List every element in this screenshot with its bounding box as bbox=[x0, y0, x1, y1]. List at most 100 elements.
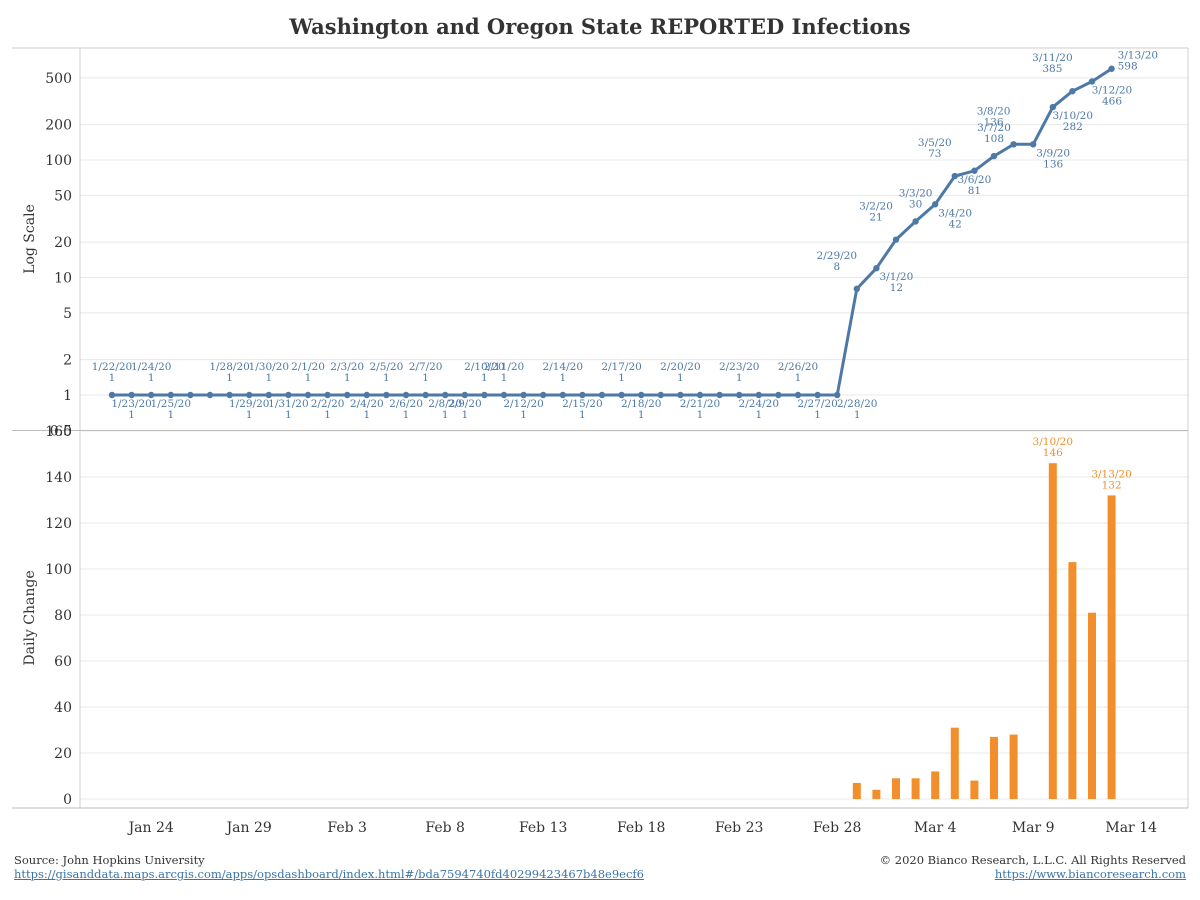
infections-point bbox=[755, 391, 762, 399]
daily-change-bar bbox=[872, 789, 881, 799]
bar-label-value: 132 bbox=[1102, 479, 1122, 491]
line-label-date: 3/13/20 bbox=[1118, 50, 1158, 62]
infections-point bbox=[1069, 88, 1076, 95]
line-label-date: 1/30/20 bbox=[249, 361, 289, 373]
line-label-date: 3/8/20 bbox=[977, 105, 1011, 117]
line-label-date: 1/23/20 bbox=[111, 398, 151, 410]
line-label-value: 108 bbox=[984, 133, 1004, 145]
line-label-value: 1 bbox=[442, 409, 449, 421]
line-label-value: 1 bbox=[285, 409, 292, 421]
chart-title: Washington and Oregon State REPORTED Inf… bbox=[289, 14, 911, 39]
line-label-value: 1 bbox=[755, 409, 762, 421]
infections-point bbox=[1088, 78, 1096, 85]
line-label-value: 1 bbox=[736, 372, 743, 384]
line-label-date: 2/2/20 bbox=[311, 398, 345, 410]
x-tick-label: Jan 24 bbox=[127, 820, 174, 836]
x-tick-label: Mar 14 bbox=[1105, 820, 1157, 836]
infections-line bbox=[112, 67, 1113, 397]
bar-y-tick-label: 20 bbox=[54, 746, 72, 762]
line-label-value: 1 bbox=[403, 409, 410, 421]
infections-point bbox=[677, 391, 684, 399]
x-tick-label: Feb 3 bbox=[327, 820, 367, 836]
daily-change-bar bbox=[911, 778, 920, 799]
infections-point bbox=[540, 391, 547, 399]
line-label-value: 1 bbox=[481, 372, 488, 384]
bar-y-tick-label: 160 bbox=[45, 424, 72, 440]
line-label-date: 2/21/20 bbox=[680, 398, 720, 410]
infections-point bbox=[148, 391, 155, 399]
infections-point bbox=[206, 391, 214, 399]
line-label-value: 1 bbox=[246, 409, 253, 421]
infections-point bbox=[520, 391, 527, 399]
line-label-value: 73 bbox=[928, 148, 941, 160]
infections-point bbox=[461, 391, 468, 399]
infections-point bbox=[481, 391, 488, 399]
line-label-value: 1 bbox=[344, 372, 351, 384]
line-label-value: 1 bbox=[383, 372, 390, 384]
line-label-value: 1 bbox=[226, 372, 233, 384]
daily-change-bar bbox=[1068, 562, 1077, 799]
line-label-value: 1 bbox=[148, 372, 155, 384]
log-y-axis-title: Log Scale bbox=[22, 204, 38, 274]
infections-point bbox=[736, 391, 743, 399]
infections-point bbox=[951, 172, 958, 180]
daily-change-bar bbox=[1009, 734, 1018, 799]
line-label-value: 1 bbox=[795, 372, 802, 384]
line-label-value: 1 bbox=[854, 409, 861, 421]
infections-point bbox=[638, 391, 645, 399]
line-label-date: 2/6/20 bbox=[389, 398, 423, 410]
line-label-date: 3/12/20 bbox=[1092, 84, 1132, 96]
line-label-date: 2/1/20 bbox=[291, 361, 325, 373]
line-label-date: 2/11/20 bbox=[484, 361, 524, 373]
infections-point bbox=[990, 152, 998, 160]
infections-point bbox=[128, 391, 135, 399]
line-label-date: 2/18/20 bbox=[621, 398, 661, 410]
line-label-date: 1/28/20 bbox=[209, 361, 249, 373]
infections-point bbox=[932, 201, 939, 208]
infections-point bbox=[324, 391, 331, 399]
bar-label-date: 3/10/20 bbox=[1033, 436, 1073, 448]
infections-point bbox=[657, 391, 664, 399]
bar-label-date: 3/13/20 bbox=[1091, 468, 1131, 480]
source-block: Source: John Hopkins University https://… bbox=[14, 853, 644, 881]
line-label-date: 2/29/20 bbox=[817, 250, 857, 262]
source-link[interactable]: https://gisanddata.maps.arcgis.com/apps/… bbox=[14, 867, 644, 881]
infections-point bbox=[971, 167, 978, 174]
line-label-value: 1 bbox=[363, 409, 370, 421]
infections-point bbox=[246, 391, 253, 399]
line-label-date: 3/4/20 bbox=[938, 207, 972, 219]
infections-point bbox=[1108, 65, 1115, 72]
bar-y-axis-title: Daily Change bbox=[22, 570, 38, 665]
daily-change-bar bbox=[970, 780, 979, 799]
log-y-tick-label: 100 bbox=[45, 153, 72, 169]
infections-point bbox=[775, 391, 782, 399]
log-y-tick-label: 5 bbox=[63, 306, 72, 322]
infections-point bbox=[167, 391, 174, 399]
daily-change-bar bbox=[950, 727, 959, 799]
line-label-value: 1 bbox=[618, 372, 625, 384]
infections-point bbox=[402, 391, 410, 399]
line-label-date: 2/14/20 bbox=[543, 361, 583, 373]
bar-label-value: 146 bbox=[1043, 447, 1063, 459]
line-label-date: 2/10/20 bbox=[464, 361, 504, 373]
line-label-date: 2/28/20 bbox=[837, 398, 877, 410]
copyright-text: © 2020 Bianco Research, L.L.C. All Right… bbox=[879, 853, 1186, 867]
line-label-date: 2/24/20 bbox=[739, 398, 779, 410]
bar-y-tick-label: 40 bbox=[54, 700, 72, 716]
daily-change-bar bbox=[990, 736, 998, 799]
infections-point bbox=[285, 391, 292, 399]
line-label-date: 2/15/20 bbox=[562, 398, 602, 410]
x-tick-label: Feb 8 bbox=[425, 820, 465, 836]
log-y-tick-label: 200 bbox=[45, 118, 72, 134]
line-label-date: 2/3/20 bbox=[330, 361, 364, 373]
site-link[interactable]: https://www.biancoresearch.com bbox=[994, 867, 1186, 881]
line-label-date: 2/17/20 bbox=[601, 361, 641, 373]
line-label-value: 136 bbox=[1043, 158, 1063, 170]
line-label-value: 1 bbox=[422, 372, 429, 384]
line-label-date: 3/10/20 bbox=[1053, 110, 1093, 122]
daily-change-bar bbox=[931, 771, 940, 799]
x-tick-label: Mar 4 bbox=[914, 820, 957, 836]
line-label-date: 3/7/20 bbox=[977, 122, 1011, 134]
line-label-date: 2/7/20 bbox=[409, 361, 443, 373]
